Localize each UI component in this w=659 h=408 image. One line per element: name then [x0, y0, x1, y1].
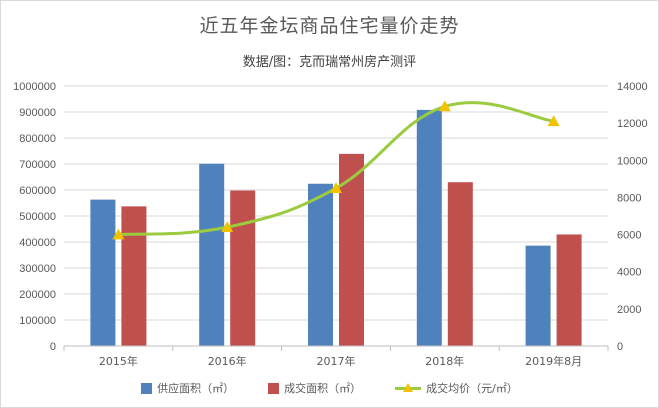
x-tick-label: 2017年: [317, 354, 356, 368]
chart-title: 近五年金坛商品住宅量价走势: [199, 15, 460, 37]
y-left-tick-label: 100000: [19, 315, 56, 327]
y-left-tick-label: 300000: [19, 263, 56, 275]
x-tick-label: 2016年: [208, 354, 247, 368]
bar-sold: [339, 153, 364, 346]
legend-item-supply: 供应面积（㎡）: [141, 380, 234, 396]
y-right-tick-label: 12000: [617, 118, 648, 130]
y-left-tick-label: 700000: [19, 159, 56, 171]
bar-supply: [308, 183, 333, 346]
legend-label-supply: 供应面积（㎡）: [157, 382, 235, 395]
bar-supply: [525, 245, 551, 346]
price-line: [116, 101, 556, 237]
price-marker: [330, 182, 342, 193]
chart-legend: 供应面积（㎡） 成交面积（㎡） 成交均价（元/㎡）: [1, 380, 658, 396]
legend-item-sold: 成交面积（㎡）: [268, 380, 361, 396]
chart-subtitle: 数据/图：克而瑞常州房产测评: [242, 55, 417, 70]
legend-label-sold: 成交面积（㎡）: [284, 382, 362, 395]
bar-sold: [556, 234, 582, 346]
y-left-tick-label: 1000000: [13, 81, 56, 93]
bar-sold: [447, 182, 473, 346]
y-right-tick-label: 6000: [617, 230, 641, 242]
price-marker: [221, 221, 234, 232]
legend-label-price: 成交均价（元/㎡）: [426, 382, 518, 395]
y-right-tick-label: 0: [617, 341, 623, 353]
legend-swatch-supply: [141, 382, 153, 394]
y-right-tick-label: 2000: [617, 304, 641, 316]
y-left-tick-label: 200000: [19, 289, 56, 301]
y-left-tick-label: 900000: [19, 107, 56, 119]
y-right-tick-label: 8000: [617, 192, 641, 204]
bar-supply: [90, 199, 116, 346]
bar-supply: [416, 109, 442, 346]
price-marker: [547, 115, 560, 127]
bar-supply: [199, 163, 225, 346]
y-left-tick-label: 800000: [19, 133, 56, 145]
y-left-tick-label: 0: [50, 341, 56, 353]
y-left-tick-label: 600000: [19, 185, 56, 197]
y-left-tick-label: 500000: [19, 211, 56, 223]
y-right-tick-label: 10000: [617, 155, 648, 167]
price-marker: [438, 100, 451, 112]
y-left-tick-label: 400000: [19, 237, 56, 249]
y-right-tick-label: 14000: [617, 81, 648, 93]
bar-sold: [230, 190, 256, 346]
price-marker: [112, 228, 125, 240]
legend-swatch-sold: [268, 382, 280, 394]
legend-line-price: [395, 382, 422, 394]
bar-sold: [121, 206, 147, 346]
x-tick-label: 2015年: [99, 354, 138, 368]
x-tick-label: 2018年: [425, 354, 464, 368]
y-right-tick-label: 4000: [617, 267, 641, 279]
x-tick-label: 2019年8月: [525, 354, 582, 368]
legend-item-price: 成交均价（元/㎡）: [395, 380, 518, 396]
